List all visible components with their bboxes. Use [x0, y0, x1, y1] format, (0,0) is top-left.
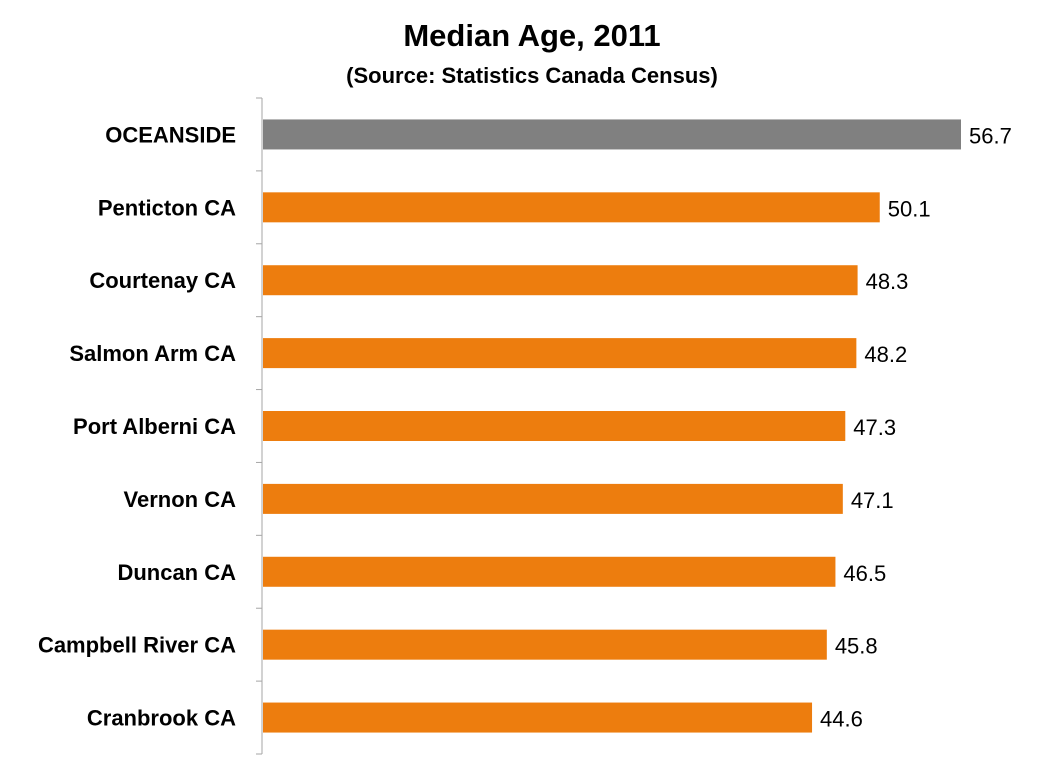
data-label: 47.1: [851, 488, 894, 513]
bar: [263, 119, 961, 150]
data-label: 45.8: [835, 634, 878, 659]
bar: [263, 338, 857, 369]
data-label: 44.6: [820, 707, 863, 732]
category-label: Cranbrook CA: [87, 706, 236, 731]
category-label: Campbell River CA: [38, 633, 236, 658]
bar: [263, 265, 858, 296]
category-label: Port Alberni CA: [73, 414, 236, 439]
bar: [263, 702, 813, 733]
data-label: 48.2: [864, 342, 907, 367]
data-label: 46.5: [843, 561, 886, 586]
category-label: OCEANSIDE: [105, 122, 236, 147]
category-label: Courtenay CA: [89, 268, 236, 293]
category-label: Salmon Arm CA: [69, 341, 236, 366]
bar: [263, 629, 827, 660]
category-label: Vernon CA: [124, 487, 237, 512]
data-label: 47.3: [853, 415, 896, 440]
bar: [263, 192, 880, 223]
data-label: 50.1: [888, 196, 931, 221]
data-label: 56.7: [969, 123, 1012, 148]
data-label: 48.3: [866, 269, 909, 294]
bar: [263, 483, 843, 514]
category-label: Duncan CA: [117, 560, 236, 585]
bar: [263, 556, 836, 587]
chart-subtitle: (Source: Statistics Canada Census): [346, 63, 718, 88]
category-label: Penticton CA: [98, 195, 236, 220]
chart-title: Median Age, 2011: [403, 18, 661, 53]
bar: [263, 411, 846, 441]
